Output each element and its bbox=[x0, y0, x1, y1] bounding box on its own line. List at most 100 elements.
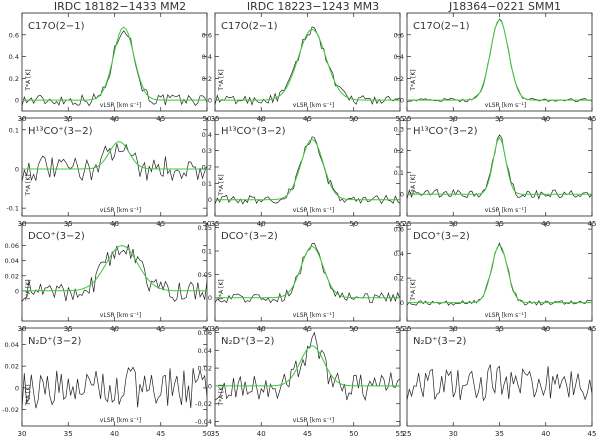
y-tick-label: 0.6 bbox=[9, 31, 19, 39]
x-tick-label: 25 bbox=[403, 430, 412, 438]
y-axis-label: T*A [K] bbox=[218, 384, 225, 406]
y-tick-label: -0.04 bbox=[195, 418, 212, 426]
x-axis-label: vLSR [km s⁻¹] bbox=[293, 417, 334, 424]
gaussian-fit-line bbox=[22, 140, 207, 170]
spectrum-line bbox=[21, 30, 208, 107]
line-label: H¹³CO⁺(3−2) bbox=[221, 126, 286, 137]
x-axis-label: vLSR [km s⁻¹] bbox=[293, 102, 334, 109]
y-tick-label: -0.02 bbox=[195, 400, 212, 408]
x-tick-label: 40 bbox=[110, 430, 119, 438]
y-tick-label: 0.1 bbox=[202, 180, 212, 188]
y-tick-label: 0.1 bbox=[202, 248, 212, 256]
y-tick-label: 0.2 bbox=[394, 75, 404, 83]
y-axis-label: T*A [K] bbox=[218, 69, 225, 91]
y-tick-label: 0 bbox=[400, 299, 404, 307]
panel-11: 35 40 45 50 55 -0.04 -0.02 0 0.02 0.04 0.06 T*A [K]… bbox=[195, 327, 404, 438]
x-axis-label: vLSR [km s⁻¹] bbox=[100, 417, 141, 424]
x-tick-label: 35 bbox=[211, 430, 220, 438]
y-tick-label: 0.05 bbox=[198, 271, 212, 279]
gaussian-fit-line bbox=[22, 26, 207, 101]
y-tick-label: 0.04 bbox=[5, 341, 19, 349]
x-axis-label: vLSR [km s⁻¹] bbox=[485, 102, 526, 109]
y-tick-label: 0.02 bbox=[198, 365, 212, 373]
gaussian-fit-line bbox=[215, 138, 400, 201]
y-tick-label: 0.06 bbox=[198, 329, 212, 337]
y-tick-label: 0.15 bbox=[198, 224, 212, 232]
y-axis-label: T*A [K] bbox=[410, 69, 417, 91]
spectrum-line bbox=[406, 242, 593, 306]
y-tick-label: 0.2 bbox=[202, 75, 212, 83]
x-axis-label: vLSR [km s⁻¹] bbox=[100, 207, 141, 214]
x-tick-label: 50 bbox=[349, 430, 358, 438]
panel-12: 25 30 35 40 45 N₂D⁺(3−2) bbox=[403, 327, 596, 438]
y-axis-label: T*A [K] bbox=[218, 279, 225, 301]
x-axis-label: vLSR [km s⁻¹] bbox=[293, 312, 334, 319]
y-tick-label: 0.3 bbox=[394, 125, 404, 133]
panel-10: 30 35 40 45 50 -0.02 0 0.02 0.04 T*A [K] vLSR [km … bbox=[2, 327, 211, 438]
spectrum-line bbox=[214, 136, 401, 205]
y-tick-label: 0.02 bbox=[5, 363, 19, 371]
spectrum-line bbox=[406, 364, 593, 402]
line-label: C17O(2−1) bbox=[28, 21, 85, 32]
y-tick-label: 0.04 bbox=[198, 347, 212, 355]
y-tick-label: 0 bbox=[15, 165, 19, 173]
x-tick-label: 45 bbox=[156, 430, 165, 438]
y-tick-label: 0 bbox=[208, 196, 212, 204]
x-tick-label: 40 bbox=[541, 430, 550, 438]
y-axis-label: T*A [K] bbox=[25, 384, 32, 406]
line-label: N₂D⁺(3−2) bbox=[221, 336, 274, 347]
y-tick-label: 0.1 bbox=[9, 126, 19, 134]
y-tick-label: -0.02 bbox=[2, 406, 19, 414]
y-tick-label: 0 bbox=[208, 97, 212, 105]
y-tick-label: 0.04 bbox=[5, 257, 19, 265]
y-tick-label: 0 bbox=[208, 382, 212, 390]
y-tick-label: 0.06 bbox=[5, 242, 19, 250]
gaussian-fit-line bbox=[215, 28, 400, 101]
line-label: N₂D⁺(3−2) bbox=[28, 336, 81, 347]
x-axis-label: vLSR [km s⁻¹] bbox=[100, 102, 141, 109]
x-tick-label: 35 bbox=[495, 430, 504, 438]
line-label: H¹³CO⁺(3−2) bbox=[413, 126, 478, 137]
y-tick-label: 0.02 bbox=[5, 272, 19, 280]
x-axis-label: vLSR [km s⁻¹] bbox=[100, 312, 141, 319]
y-tick-label: 0 bbox=[15, 97, 19, 105]
spectrum-line bbox=[406, 134, 593, 200]
spectrum-line bbox=[214, 242, 401, 304]
y-tick-label: 0.4 bbox=[9, 53, 19, 61]
gaussian-fit-line bbox=[407, 136, 592, 195]
y-axis-label: T*A [K] bbox=[25, 174, 32, 196]
y-tick-label: 0.1 bbox=[394, 169, 404, 177]
y-tick-label: 0.6 bbox=[202, 31, 212, 39]
y-tick-label: 0 bbox=[15, 384, 19, 392]
x-axis-label: vLSR [km s⁻¹] bbox=[485, 312, 526, 319]
line-label: C17O(2−1) bbox=[221, 21, 278, 32]
x-tick-label: 45 bbox=[303, 430, 312, 438]
gaussian-fit-line bbox=[215, 345, 400, 387]
y-tick-label: 0.2 bbox=[394, 275, 404, 283]
y-tick-label: 0.4 bbox=[202, 53, 212, 61]
line-label: DCO⁺(3−2) bbox=[28, 231, 85, 242]
line-label: DCO⁺(3−2) bbox=[221, 231, 278, 242]
x-tick-label: 30 bbox=[449, 430, 458, 438]
y-tick-label: 0.4 bbox=[394, 250, 404, 258]
x-axis-label: vLSR [km s⁻¹] bbox=[293, 207, 334, 214]
spectrum-line bbox=[21, 366, 208, 410]
y-tick-label: 0.6 bbox=[394, 226, 404, 234]
y-tick-label: 0.6 bbox=[394, 31, 404, 39]
y-tick-label: 0.4 bbox=[202, 131, 212, 139]
y-axis-label: T*A [K] bbox=[410, 279, 417, 301]
column-title-2: IRDC 18223−1243 MM3 bbox=[246, 0, 380, 13]
y-tick-label: 0.2 bbox=[394, 147, 404, 155]
x-tick-label: 30 bbox=[18, 430, 27, 438]
panel-4: 30 35 40 45 50-0.100.1T*A [K]vLSR [km s⁻¹]H¹… bbox=[6, 117, 211, 228]
y-tick-label: 0 bbox=[15, 287, 19, 295]
